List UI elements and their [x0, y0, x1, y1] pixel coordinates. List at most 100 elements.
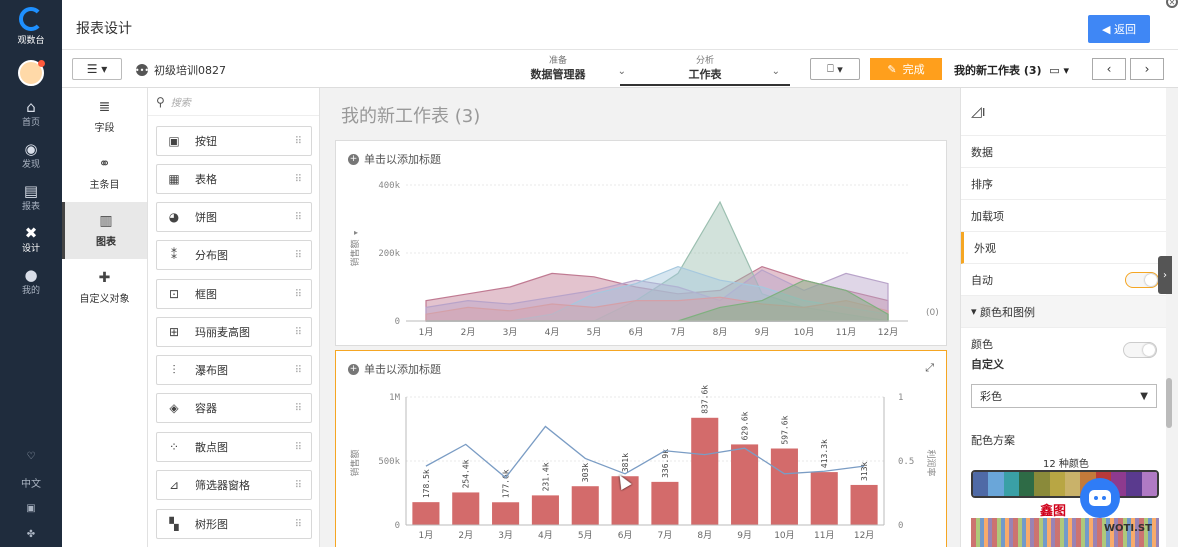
scrollbar-thumb[interactable] — [1166, 378, 1172, 428]
prop-section-addons[interactable]: 加载项 — [961, 200, 1168, 232]
properties-header: ◿ı — [961, 88, 1168, 136]
bookmark-button[interactable]: ⎕ ▾ — [810, 58, 860, 80]
prop-section-appearance[interactable]: 外观 — [961, 232, 1168, 264]
search-icon: ⚲ — [156, 94, 165, 109]
bar-data-label: 177.6k — [502, 469, 511, 498]
chart-type-icon[interactable]: ◿ı — [971, 103, 986, 120]
palette-color — [1003, 472, 1019, 496]
drag-handle-icon[interactable]: ⠿ — [294, 211, 302, 223]
properties-scrollbar[interactable] — [1166, 88, 1172, 547]
asset-tab-label: 图表 — [96, 237, 116, 248]
chart-item-treemap[interactable]: ▚ 树形图 ⠿ — [156, 509, 312, 539]
auto-toggle[interactable] — [1125, 272, 1159, 288]
x-tick-label: 10月 — [794, 327, 814, 338]
custom-color-toggle[interactable] — [1123, 342, 1157, 358]
close-icon[interactable]: ✕ — [1166, 0, 1178, 8]
asset-tab-charts[interactable]: ▥ 图表 — [62, 202, 147, 259]
nav-item-report[interactable]: ▤ 报表 — [0, 176, 62, 218]
collapse-panel-button[interactable]: › — [1158, 256, 1172, 294]
nav-item-label: 发现 — [21, 159, 40, 170]
table-icon: ▦ — [168, 172, 180, 186]
drag-handle-icon[interactable]: ⠿ — [294, 402, 302, 414]
back-button[interactable]: ◀ 返回 — [1088, 15, 1150, 43]
prop-section-data[interactable]: 数据 — [961, 136, 1168, 168]
next-sheet-button[interactable]: › — [1130, 58, 1164, 80]
chart-item-waterfall[interactable]: ⫶ 瀑布图 ⠿ — [156, 355, 312, 385]
help-icon[interactable]: ✤ — [26, 528, 36, 540]
expand-icon[interactable]: ⤢ — [925, 361, 934, 374]
asset-tab-master-items[interactable]: ⚭ 主条目 — [62, 145, 147, 202]
drag-handle-icon[interactable]: ⠿ — [294, 173, 302, 185]
chart-item-label: 筛选器窗格 — [195, 479, 250, 492]
search-input[interactable]: ⚲ 搜索 — [148, 88, 319, 116]
prop-section-sort[interactable]: 排序 — [961, 168, 1168, 200]
color-scheme-swatch-2[interactable] — [971, 518, 1159, 547]
color-mode-select[interactable]: 彩色 ▼ — [971, 384, 1157, 408]
palette-color — [1018, 472, 1035, 496]
nav-item-label: 首页 — [21, 117, 40, 128]
avatar[interactable] — [18, 60, 45, 86]
drag-handle-icon[interactable]: ⠿ — [294, 135, 302, 147]
language-toggle[interactable]: 中文 — [21, 478, 41, 490]
drag-handle-icon[interactable]: ⠿ — [294, 441, 302, 453]
scatter-icon: ⁘ — [168, 440, 180, 454]
tab-label: 工作表 — [688, 68, 722, 81]
chart-item-label: 饼图 — [195, 211, 217, 224]
tab-worksheet[interactable]: 分析 工作表 ⌄ — [620, 52, 790, 86]
nav-item-home[interactable]: ⌂ 首页 — [0, 92, 62, 134]
x-tick-label: 8月 — [713, 327, 728, 338]
area-chart[interactable]: 0 200k 400k 销售额 ▸ 1月 2月 3月 4月 5月 6月 7月 8月 9月 10月 11月 12月… — [336, 141, 948, 347]
x-tick-label: 1月 — [419, 327, 434, 338]
bar-line-chart[interactable]: 0 500k 1M 0 0.5 1 销售额 利润率 178.5k 254.4k 177.6k 231.… — [336, 351, 948, 547]
logo[interactable]: 观数台 — [0, 0, 62, 52]
chart-item-scatter[interactable]: ⁘ 散点图 ⠿ — [156, 432, 312, 462]
chart-item-container[interactable]: ◈ 容器 ⠿ — [156, 393, 312, 423]
chart-item-pie[interactable]: ◕ 饼图 ⠿ — [156, 202, 312, 232]
asset-tab-fields[interactable]: ≣ 字段 — [62, 88, 147, 145]
add-title[interactable]: + 单击以添加标题 — [348, 151, 441, 167]
asset-tab-label: 主条目 — [89, 180, 120, 191]
done-button[interactable]: ✎ 完成 — [870, 58, 942, 80]
datasource-icon: ••• — [134, 64, 150, 76]
bar-data-label: 313k — [860, 461, 869, 480]
area-chart-card[interactable]: + 单击以添加标题 0 200k 400k 销售额 ▸ 1月 2月 3月 4月 5月 6月 7月 8月 9… — [335, 140, 947, 346]
menu-button[interactable]: ☰ ▾ — [72, 58, 122, 80]
chart-item-filter-pane[interactable]: ⊿ 筛选器窗格 ⠿ — [156, 470, 312, 500]
nav-item-mine[interactable]: ● 我的 — [0, 260, 62, 302]
drag-handle-icon[interactable]: ⠿ — [294, 518, 302, 530]
add-title[interactable]: + 单击以添加标题 — [348, 361, 441, 377]
asset-tab-custom-objects[interactable]: ✚ 自定义对象 — [62, 259, 147, 316]
chart-item-table[interactable]: ▦ 表格 ⠿ — [156, 164, 312, 194]
drag-handle-icon[interactable]: ⠿ — [294, 326, 302, 338]
datasource[interactable]: ••• 初级培训0827 — [134, 62, 226, 78]
chart-item-boxplot[interactable]: ⊡ 框图 ⠿ — [156, 279, 312, 309]
tab-data-manager[interactable]: 准备 数据管理器 ⌄ — [498, 52, 627, 86]
chart-item-mekko[interactable]: ⊞ 玛丽麦高图 ⠿ — [156, 317, 312, 347]
sheet-selector[interactable]: 我的新工作表 (3) ▭ ▾ — [954, 62, 1069, 78]
drag-handle-icon[interactable]: ⠿ — [294, 249, 302, 261]
nav-item-design[interactable]: ✖ 设计 — [0, 218, 62, 260]
header: 报表设计 ◀ 返回 — [62, 0, 1178, 50]
bar — [651, 481, 679, 525]
drag-handle-icon[interactable]: ⠿ — [294, 288, 302, 300]
drag-handle-icon[interactable]: ⠿ — [294, 479, 302, 491]
chart-item-button[interactable]: ▣ 按钮 ⠿ — [156, 126, 312, 156]
assistant-robot-icon[interactable] — [1080, 478, 1120, 518]
asset-tab-label: 自定义对象 — [79, 294, 130, 305]
chart-item-distribution[interactable]: ⁑ 分布图 ⠿ — [156, 240, 312, 270]
bar-line-chart-card[interactable]: + 单击以添加标题 ⤢ 0 500k 1M 0 0.5 1 销售额 利润率 178.5k 254.… — [335, 350, 947, 547]
bulb-icon[interactable]: ♡ — [26, 450, 36, 462]
sheet-title: 我的新工作表 (3) — [341, 106, 481, 127]
home-icon: ⌂ — [26, 97, 36, 116]
drag-handle-icon[interactable]: ⠿ — [294, 364, 302, 376]
add-icon: + — [348, 363, 359, 375]
prev-sheet-button[interactable]: ‹ — [1092, 58, 1126, 80]
color-scheme-swatch[interactable] — [971, 470, 1159, 498]
scan-icon[interactable]: ▣ — [26, 502, 36, 514]
nav-item-discover[interactable]: ◉ 发现 — [0, 134, 62, 176]
done-label: 完成 — [902, 63, 925, 76]
tab-caption: 准备 — [548, 56, 567, 66]
x-tick-label: 2月 — [458, 530, 473, 541]
y2-tick-label: 0.5 — [898, 457, 914, 467]
color-legend-section[interactable]: ▾ 颜色和图例 — [961, 296, 1168, 328]
